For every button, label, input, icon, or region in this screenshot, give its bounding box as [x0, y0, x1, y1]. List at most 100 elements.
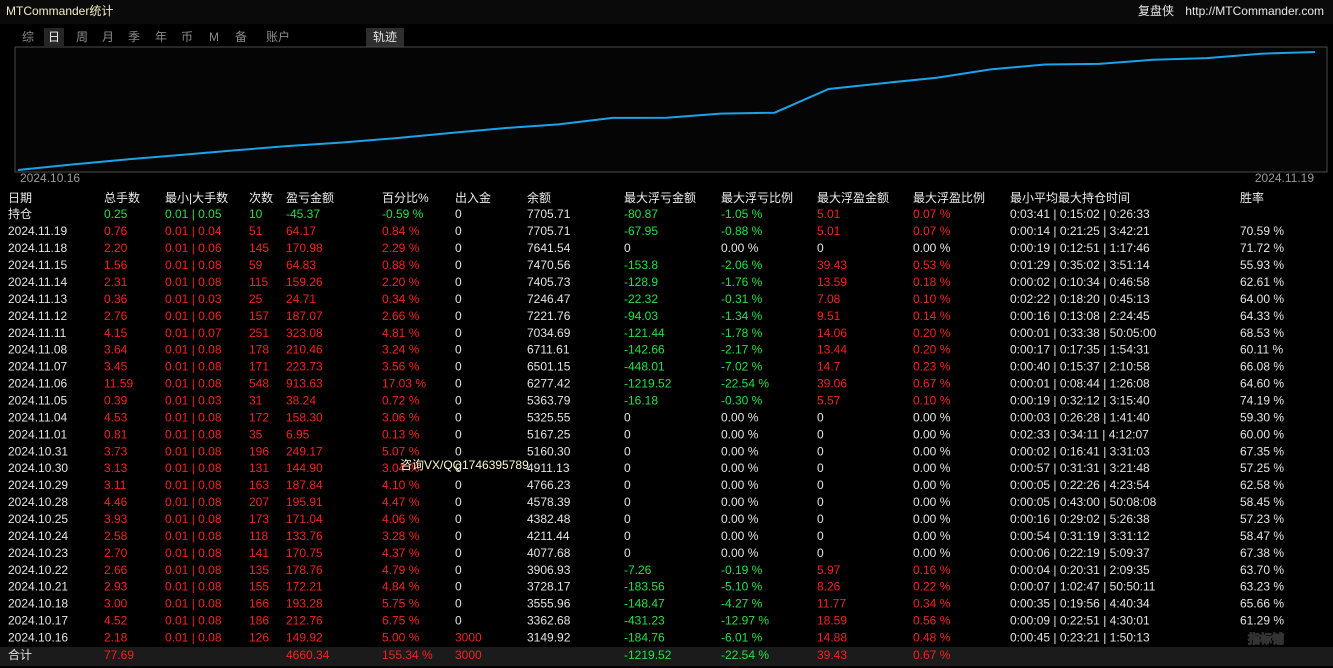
cell: 0 — [624, 410, 631, 424]
cell: 2.31 — [104, 275, 128, 289]
cell: 3728.17 — [527, 580, 571, 594]
cell: -6.01 % — [721, 630, 763, 644]
cell: 0.22 % — [913, 580, 951, 594]
tab-highlight[interactable] — [44, 28, 64, 48]
cell: -1219.52 — [624, 377, 672, 391]
tab[interactable]: 账户 — [266, 29, 290, 44]
column-header: 百分比% — [382, 191, 429, 205]
cell: 207 — [249, 495, 269, 509]
cell: 57.23 % — [1240, 512, 1284, 526]
column-header: 最大浮盈比例 — [913, 191, 985, 205]
cell: 195.91 — [286, 495, 323, 509]
cell: 0.48 % — [913, 630, 951, 644]
cell: -12.97 % — [721, 614, 769, 628]
cell: 0 — [817, 410, 824, 424]
tab[interactable]: 综 — [22, 30, 34, 44]
cell: 3149.92 — [527, 630, 571, 644]
chart-end-label: 2024.11.19 — [1255, 171, 1314, 185]
tab[interactable]: 月 — [102, 30, 114, 44]
tab[interactable]: 周 — [76, 30, 88, 44]
cell: 2024.11.13 — [8, 292, 67, 306]
cell: 0 — [817, 444, 824, 458]
track-button-bg[interactable] — [366, 28, 404, 48]
cell: 0.34 % — [913, 597, 951, 611]
tab[interactable]: M — [209, 30, 219, 44]
cell: 913.63 — [286, 377, 323, 391]
cell: 3362.68 — [527, 614, 571, 628]
tab[interactable]: 季 — [128, 30, 140, 44]
cell: 0 — [455, 614, 462, 628]
cell: 4766.23 — [527, 478, 571, 492]
cell: 0 — [455, 393, 462, 407]
cell: 0.01 | 0.05 — [165, 207, 222, 221]
cell: 135 — [249, 563, 269, 577]
cell: 31 — [249, 393, 263, 407]
cell: 0:00:01 | 0:08:44 | 1:26:08 — [1010, 377, 1150, 391]
cell: -4.27 % — [721, 597, 763, 611]
cell: -121.44 — [624, 326, 665, 340]
cell: 2024.11.01 — [8, 427, 67, 441]
cell: 2.76 — [104, 309, 128, 323]
cell: 0 — [624, 478, 631, 492]
track-button[interactable]: 轨迹 — [373, 30, 397, 44]
cell: 0.01 | 0.08 — [165, 580, 222, 594]
cell: 0.00 % — [721, 495, 759, 509]
cell: 5325.55 — [527, 410, 571, 424]
cell: 0.84 % — [382, 224, 420, 238]
cell: 0 — [455, 343, 462, 357]
cell: 0:00:01 | 0:33:38 | 50:05:00 — [1010, 326, 1157, 340]
cell: 5363.79 — [527, 393, 571, 407]
cell: 4077.68 — [527, 546, 571, 560]
cell: 7641.54 — [527, 241, 571, 255]
cell: 141 — [249, 546, 269, 560]
cell: 2024.10.29 — [8, 478, 68, 492]
cell: 2.70 — [104, 546, 128, 560]
cell: 7470.56 — [527, 258, 571, 272]
cell: 7246.47 — [527, 292, 571, 306]
cell: 4660.34 — [286, 648, 330, 662]
cell: 144.90 — [286, 461, 323, 475]
cell: 0.00 % — [913, 495, 951, 509]
cell: 67.38 % — [1240, 546, 1284, 560]
cell: 0.00 % — [913, 546, 951, 560]
cell: 4.79 % — [382, 563, 420, 577]
cell: 157 — [249, 309, 269, 323]
cell: 4.15 — [104, 326, 128, 340]
cell: 9.51 — [817, 309, 841, 323]
cell: 0 — [624, 461, 631, 475]
cell: 166 — [249, 597, 269, 611]
total-row-bg — [0, 647, 1333, 666]
cell: 0:00:02 | 0:16:41 | 3:31:03 — [1010, 444, 1150, 458]
cell: 0.23 % — [913, 360, 951, 374]
cell: 0 — [455, 309, 462, 323]
cell: 0.00 % — [913, 241, 951, 255]
tab[interactable]: 备 — [235, 30, 247, 44]
cell: -7.02 % — [721, 360, 763, 374]
cell: 0 — [624, 427, 631, 441]
cell: -128.9 — [624, 275, 658, 289]
cell: 0 — [455, 563, 462, 577]
tab[interactable]: 币 — [181, 30, 193, 44]
cell: 6277.42 — [527, 377, 571, 391]
cell: 178.76 — [286, 563, 323, 577]
cell: 187.07 — [286, 309, 323, 323]
cell: 0 — [624, 444, 631, 458]
cell: 2.29 % — [382, 241, 420, 255]
cell: 0:03:41 | 0:15:02 | 0:26:33 — [1010, 207, 1150, 221]
cell: 0 — [455, 597, 462, 611]
cell: -1219.52 — [624, 648, 672, 662]
chart-start-label: 2024.10.16 — [20, 171, 80, 185]
cell: 0:02:22 | 0:18:20 | 0:45:13 — [1010, 292, 1150, 306]
tab[interactable]: 日 — [48, 30, 60, 44]
cell: 4.81 % — [382, 326, 420, 340]
cell: 548 — [249, 377, 269, 391]
cell: 2024.10.21 — [8, 580, 68, 594]
cell: 2.18 — [104, 630, 128, 644]
cell: 3.93 — [104, 512, 128, 526]
cell: 66.08 % — [1240, 360, 1284, 374]
cell: 62.58 % — [1240, 478, 1284, 492]
tab[interactable]: 年 — [155, 30, 167, 44]
cell: 39.43 — [817, 258, 847, 272]
url: http://MTCommander.com — [1185, 4, 1324, 18]
cell: 4.06 % — [382, 512, 420, 526]
